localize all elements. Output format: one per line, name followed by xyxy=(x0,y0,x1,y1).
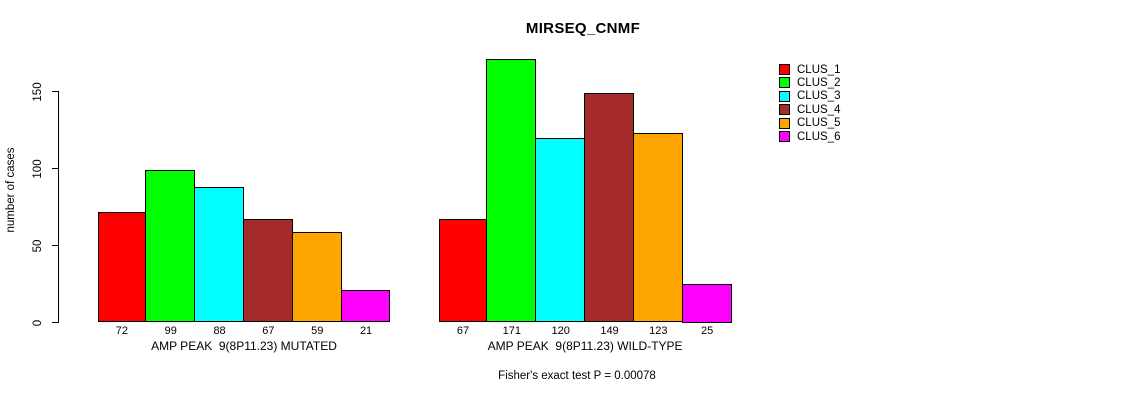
bar xyxy=(242,219,293,323)
bar-value-label: 120 xyxy=(551,325,570,337)
bar-value-label: 123 xyxy=(649,325,668,337)
legend-item: CLUS_5 xyxy=(779,117,840,130)
legend-label: CLUS_6 xyxy=(797,130,841,143)
bar-value-label: 59 xyxy=(311,325,324,337)
bar xyxy=(97,211,147,323)
bar-value-label: 99 xyxy=(164,325,177,337)
bar-value-label: 171 xyxy=(502,325,522,337)
y-axis-tick xyxy=(52,91,59,92)
legend-swatch xyxy=(779,77,790,89)
legend-label: CLUS_4 xyxy=(797,103,841,116)
bar xyxy=(535,137,586,323)
legend-swatch xyxy=(779,117,790,129)
legend-label: CLUS_3 xyxy=(797,90,841,103)
legend-item: CLUS_4 xyxy=(779,103,840,116)
bar-value-label: 72 xyxy=(115,325,129,337)
bar xyxy=(632,133,683,323)
bar-value-label: 67 xyxy=(456,325,470,337)
bar xyxy=(340,290,391,323)
legend-swatch xyxy=(779,131,790,142)
bar xyxy=(194,186,244,323)
bar-value-label: 21 xyxy=(359,325,373,337)
bar xyxy=(486,59,537,323)
y-axis-line xyxy=(58,91,59,323)
group-axis-label: AMP PEAK 9(8P11.23) MUTATED xyxy=(151,339,337,353)
legend-item: CLUS_1 xyxy=(779,63,840,76)
y-axis-tick xyxy=(52,245,59,246)
y-axis-tick xyxy=(52,322,59,323)
chart-title: MIRSEQ_CNMF xyxy=(525,20,641,37)
legend-label: CLUS_1 xyxy=(797,63,841,76)
legend-item: CLUS_3 xyxy=(779,90,840,103)
legend-item: CLUS_6 xyxy=(779,130,840,143)
y-axis-tick xyxy=(52,168,59,169)
bar-value-label: 88 xyxy=(213,325,226,337)
bar-value-label: 67 xyxy=(262,325,275,337)
footnote: Fisher's exact test P = 0.00078 xyxy=(498,370,656,382)
bar-value-label: 25 xyxy=(701,325,714,337)
legend-swatch xyxy=(779,90,790,102)
bar-value-label: 149 xyxy=(600,325,619,337)
group-axis-label: AMP PEAK 9(8P11.23) WILD-TYPE xyxy=(487,339,683,353)
bar xyxy=(291,231,342,323)
bar xyxy=(438,219,488,323)
legend-swatch xyxy=(779,64,790,75)
legend-swatch xyxy=(779,104,790,116)
legend-item: CLUS_2 xyxy=(779,76,840,89)
legend-label: CLUS_2 xyxy=(797,76,841,89)
legend-label: CLUS_5 xyxy=(797,117,841,130)
bar xyxy=(681,284,732,323)
